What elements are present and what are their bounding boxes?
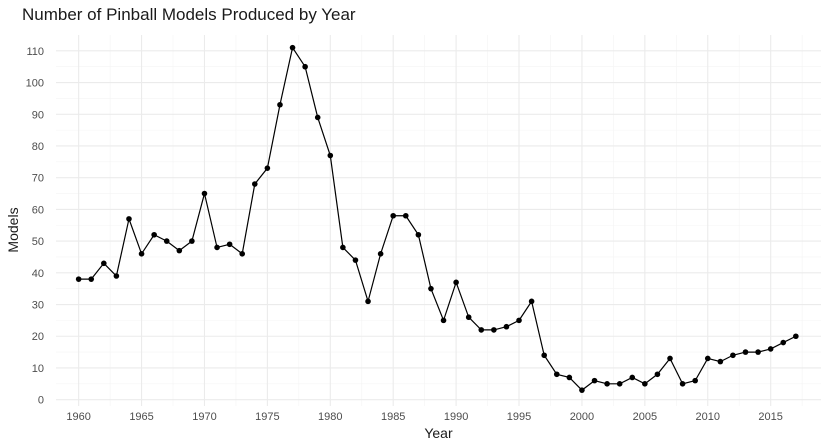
y-tick-label: 70 <box>32 173 44 185</box>
data-point <box>415 231 422 238</box>
x-tick-label: 2010 <box>696 411 720 423</box>
data-point <box>654 371 661 378</box>
data-point <box>352 257 359 263</box>
data-point <box>579 387 585 393</box>
data-point <box>541 352 547 359</box>
data-point <box>465 314 472 321</box>
x-axis-ticks: 1960 1965 1970 1975 1980 1985 1990 1995 2000 2005… <box>66 411 783 423</box>
data-point <box>176 247 183 254</box>
data-point <box>440 317 447 324</box>
data-point <box>516 317 522 324</box>
y-tick-label: 40 <box>32 268 44 280</box>
data-point <box>390 212 397 219</box>
y-axis-label: Models <box>5 207 21 252</box>
y-tick-label: 80 <box>32 141 44 153</box>
x-tick-label: 1990 <box>444 411 468 423</box>
series-line <box>78 46 797 391</box>
y-tick-label: 50 <box>32 236 44 248</box>
data-point <box>226 241 233 248</box>
x-tick-label: 1970 <box>192 411 216 423</box>
chart-title: Number of Pinball Models Produced by Yea… <box>22 5 356 24</box>
y-tick-label: 60 <box>32 204 44 216</box>
y-tick-label: 100 <box>26 78 44 90</box>
x-tick-label: 2005 <box>633 411 657 423</box>
data-point <box>629 374 636 381</box>
data-point <box>503 323 510 330</box>
data-point <box>453 279 459 286</box>
data-point <box>553 371 560 378</box>
y-tick-label: 0 <box>38 395 44 407</box>
data-point <box>214 244 220 251</box>
data-point <box>667 355 673 362</box>
data-point <box>704 355 711 362</box>
x-tick-label: 1980 <box>318 411 342 423</box>
data-point <box>679 381 686 387</box>
data-point <box>767 346 774 352</box>
data-point <box>327 152 334 159</box>
y-tick-label: 90 <box>32 109 44 121</box>
data-point <box>793 333 799 340</box>
data-point <box>251 181 258 187</box>
data-point <box>692 377 698 384</box>
x-tick-label: 1985 <box>381 411 405 423</box>
data-point <box>528 298 535 305</box>
data-point <box>340 244 346 251</box>
data-point <box>189 238 195 244</box>
x-tick-label: 1965 <box>129 411 153 423</box>
x-tick-label: 2000 <box>570 411 594 423</box>
data-point <box>428 285 434 292</box>
grid-lines <box>56 35 821 406</box>
data-point <box>604 381 610 387</box>
x-tick-label: 1975 <box>255 411 279 423</box>
data-point <box>277 101 283 108</box>
y-tick-label: 110 <box>26 46 44 58</box>
data-point <box>491 327 497 333</box>
data-point <box>264 165 271 171</box>
data-point <box>239 250 246 257</box>
x-tick-label: 2015 <box>758 411 782 423</box>
data-point <box>377 250 384 257</box>
data-point <box>642 381 648 387</box>
data-point <box>126 216 132 222</box>
data-point <box>780 339 787 346</box>
data-point <box>566 374 573 381</box>
data-point <box>302 63 308 70</box>
series-layer <box>75 44 799 393</box>
x-tick-label: 1960 <box>66 411 90 423</box>
data-point <box>314 114 321 121</box>
y-axis-ticks: 0 10 20 30 40 50 60 70 80 90 100 110 <box>26 46 44 407</box>
data-point <box>289 44 296 51</box>
data-point <box>113 273 120 279</box>
data-point <box>138 250 145 257</box>
data-point <box>755 349 761 355</box>
data-point <box>201 190 208 197</box>
data-point <box>88 276 95 282</box>
data-point <box>591 377 598 384</box>
data-point <box>151 231 157 238</box>
data-point <box>717 358 724 365</box>
x-axis-label: Year <box>424 425 453 441</box>
y-tick-label: 30 <box>32 300 44 312</box>
y-tick-label: 10 <box>32 363 44 375</box>
data-point <box>163 238 170 244</box>
data-point <box>616 381 623 387</box>
data-point <box>742 349 749 355</box>
data-point <box>730 352 736 359</box>
data-point <box>365 298 371 305</box>
data-point <box>101 260 107 267</box>
x-tick-label: 1995 <box>507 411 531 423</box>
data-point <box>75 276 82 282</box>
data-point <box>402 212 409 219</box>
y-tick-label: 20 <box>32 331 44 343</box>
data-point <box>478 327 485 333</box>
